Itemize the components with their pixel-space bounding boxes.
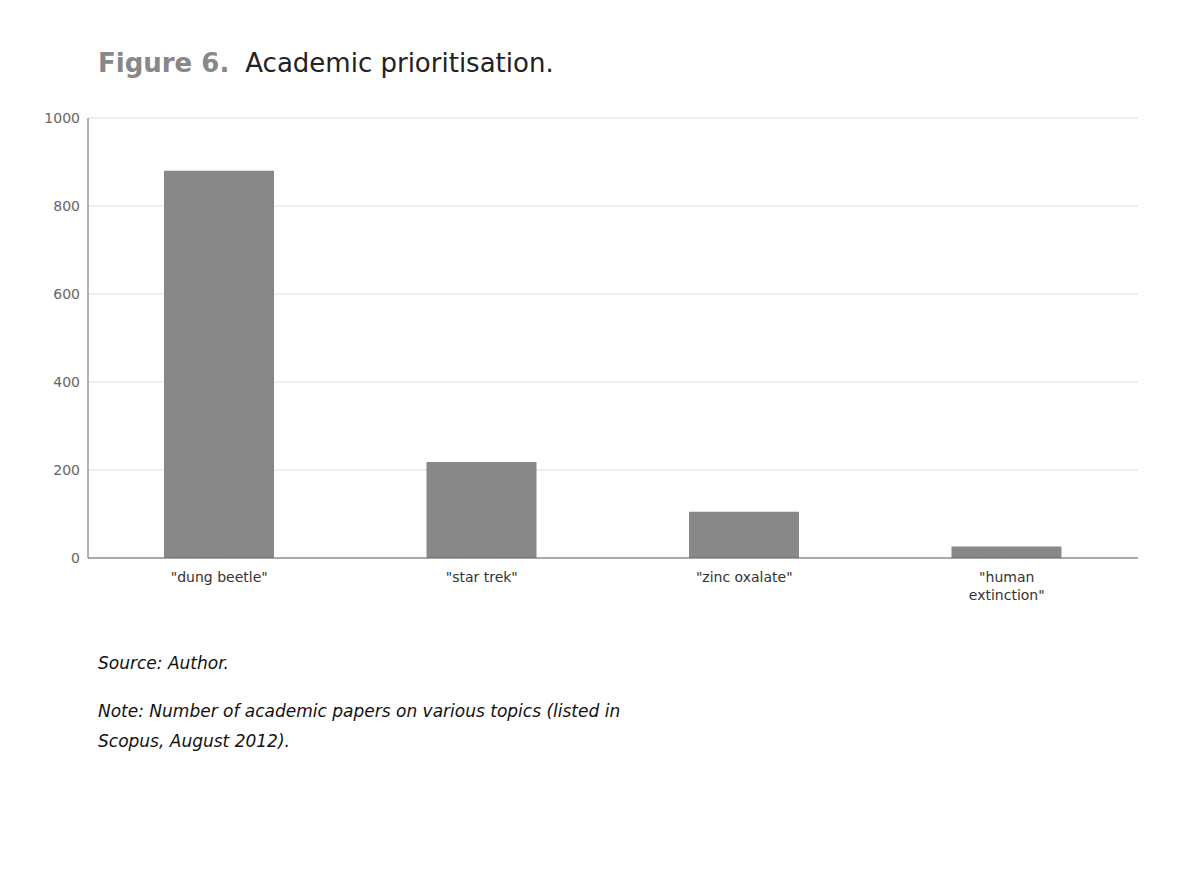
html-text:Source: Author.: Source: Author.	[98, 653, 229, 673]
svg-text:0: 0	[71, 550, 80, 566]
svg-text:"dung beetle": "dung beetle"	[171, 569, 268, 585]
svg-text:200: 200	[53, 462, 80, 478]
svg-text:"humanextinction": "humanextinction"	[969, 569, 1045, 603]
html-text:Figure 6.: Figure 6.	[98, 48, 230, 78]
html-text:Academic prioritisation.: Academic prioritisation.	[245, 48, 554, 78]
svg-text:800: 800	[53, 198, 80, 214]
svg-text:600: 600	[53, 286, 80, 302]
svg-text:400: 400	[53, 374, 80, 390]
svg-text:1000: 1000	[44, 110, 80, 126]
html-text:Scopus, August 2012).: Scopus, August 2012).	[98, 731, 290, 751]
svg-text:"zinc oxalate": "zinc oxalate"	[696, 569, 793, 585]
svg-text:"star trek": "star trek"	[446, 569, 518, 585]
html-text:Note: Number of academic paper: Note: Number of academic papers on vario…	[98, 701, 621, 721]
